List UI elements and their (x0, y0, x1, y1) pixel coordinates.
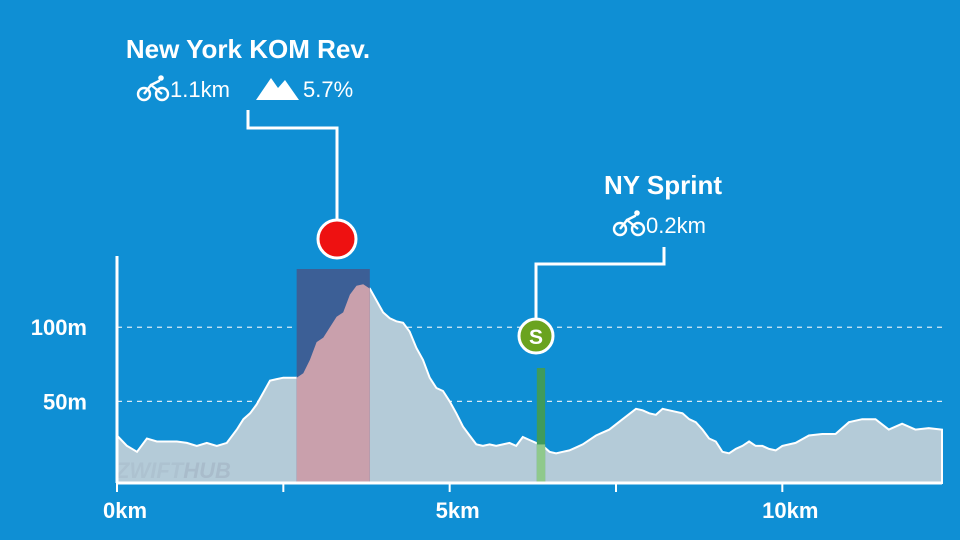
sprint-leader-line (534, 247, 666, 322)
kom-leader-line (246, 110, 339, 228)
sprint-distance: 0.2km (646, 213, 706, 238)
kom-grade: 5.7% (303, 77, 353, 102)
watermark-hub: HUB (183, 458, 231, 483)
y-tick-label: 100m (31, 315, 87, 340)
sprint-segment-band (536, 368, 546, 483)
cyclist-icon (612, 210, 646, 237)
zwifthub-watermark: ZWIFTHUB (115, 458, 231, 483)
kom-segment-name: New York KOM Rev. (126, 34, 370, 64)
cyclist-icon (136, 75, 170, 102)
x-tick-label: 0km (103, 498, 147, 523)
y-axis-ticks: 50m 100m (31, 315, 87, 414)
sprint-marker-label: S (529, 326, 543, 349)
sprint-segment-name: NY Sprint (604, 170, 722, 200)
kom-segment-profile (296, 284, 370, 483)
sprint-marker[interactable] (517, 317, 555, 355)
axes (115, 256, 942, 485)
kom-distance: 1.1km (170, 77, 230, 102)
kom-marker[interactable] (316, 218, 358, 260)
kom-callout: New York KOM Rev. 1.1km 5.7% (126, 34, 370, 260)
x-tick-label: 5km (436, 498, 480, 523)
mountain-icon (256, 78, 299, 100)
x-tick-label: 10km (762, 498, 818, 523)
sprint-segment-highlight (536, 368, 546, 483)
y-tick-label: 50m (43, 389, 87, 414)
sprint-segment-profile (536, 444, 546, 483)
x-axis-ticks: 0km 5km 10km (103, 483, 818, 523)
watermark-zwift: ZWIFT (115, 458, 185, 483)
kom-segment-highlight (296, 269, 370, 483)
sprint-callout: S NY Sprint 0.2km (517, 170, 722, 355)
